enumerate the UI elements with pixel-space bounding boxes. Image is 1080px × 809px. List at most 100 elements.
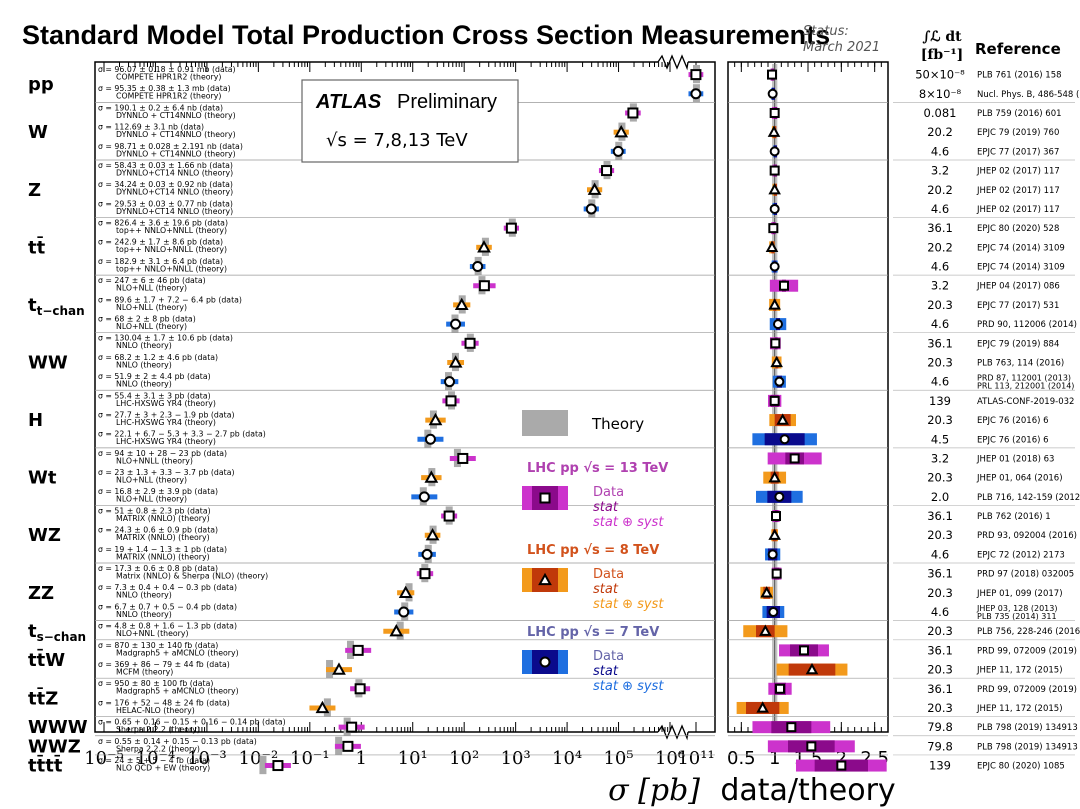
legend-theory-swatch — [522, 410, 568, 436]
measurement-row: σ = 870 ± 130 ± 140 fb (data)Madgraph5 +… — [98, 640, 1077, 659]
process-label-main: Wt — [28, 468, 57, 489]
sigma-data-label: σ = 68.2 ± 1.2 ± 4.6 pb (data) — [98, 353, 218, 362]
reference-text: EPJC 79 (2019) 884 — [977, 339, 1059, 349]
sigma-theory-label: MCFM (theory) — [116, 667, 173, 676]
marker-triangle-8tev — [477, 240, 491, 253]
luminosity-value: 0.081 — [924, 106, 957, 120]
sigma-theory-label: NLO QCD + EW (theory) — [116, 763, 210, 772]
marker-triangle-8tev — [448, 355, 463, 368]
marker-circle-7tev — [769, 203, 780, 214]
marker-square-13tev — [505, 222, 517, 234]
process-label-sub: t−chan — [37, 304, 85, 318]
sigma-theory-label: DYNNLO + CT14NNLO (theory) — [116, 130, 236, 139]
marker-triangle-8tev — [424, 470, 439, 483]
marker-triangle-8tev — [389, 623, 404, 637]
sigma-data-label: σ = 950 ± 80 ± 100 fb (data) — [98, 679, 213, 688]
sigma-theory-label: LHC-HXSWG YR4 (theory) — [116, 437, 216, 446]
reference-text: PRD 97 (2018) 032005 — [977, 570, 1074, 580]
marker-square-13tev — [799, 645, 809, 656]
marker-triangle-8tev — [768, 528, 781, 540]
luminosity-header-unit: [fb⁻¹] — [920, 47, 964, 63]
measurement-row: σ = 6.7 ± 0.7 + 0.5 − 0.4 pb (data)NNLO … — [98, 602, 1057, 621]
sigma-data-label: σ = 247 ± 6 ± 46 pb (data) — [98, 276, 206, 285]
marker-circle-7tev — [421, 548, 433, 560]
measurement-row: σ = 94 ± 10 + 28 − 23 pb (data)NLO+NNLL … — [98, 448, 1054, 468]
marker-square-13tev — [342, 740, 354, 752]
marker-triangle-8tev — [538, 572, 552, 586]
preliminary-text: Preliminary — [397, 91, 497, 113]
x-tick-label: 10⁻³ — [187, 748, 227, 769]
reference-text: JHEP 01, 064 (2016) — [976, 474, 1063, 484]
reference-text: ATLAS-CONF-2019-032 — [977, 397, 1074, 407]
reference-text: PRD 90, 112006 (2014) — [977, 320, 1077, 330]
marker-square-13tev — [771, 511, 781, 522]
process-label-sub: s−chan — [37, 630, 87, 644]
reference-text: JHEP 03, 128 (2013) — [976, 604, 1057, 613]
sigma-theory-label: NNLO (theory) — [116, 591, 172, 600]
luminosity-value: 4.5 — [931, 432, 949, 446]
marker-square-13tev — [354, 683, 366, 695]
marker-triangle-8tev — [315, 700, 330, 714]
ratio-tick-label: 2 — [836, 748, 847, 769]
luminosity-header: ∫ℒ dt [fb⁻¹] — [918, 28, 966, 64]
sigma-theory-label: Madgraph5 + aMCNLO (theory) — [116, 687, 239, 696]
sigma-data-label: σ = 7.3 ± 0.4 + 0.4 − 0.3 pb (data) — [98, 583, 237, 592]
marker-triangle-8tev — [454, 297, 469, 311]
sigma-data-label: σ = 89.6 ± 1.7 + 7.2 − 6.4 pb (data) — [98, 295, 242, 304]
ratio-tick-label: 0.5 — [727, 748, 756, 769]
reference-text: PLB 716, 142-159 (2012) — [977, 493, 1080, 503]
measurement-row: σ = 826.4 ± 3.6 ± 19.6 pb (data)top++ NN… — [98, 218, 1059, 237]
marker-triangle-8tev — [767, 125, 781, 137]
marker-square-13tev — [445, 395, 457, 407]
process-label: WZ — [28, 525, 61, 546]
measurement-row: σ = 51 ± 0.8 ± 2.3 pb (data)MATRIX (NNLO… — [98, 506, 1051, 525]
sigma-data-label: σ = 95.35 ± 0.38 ± 1.3 mb (data) — [98, 84, 231, 93]
sigma-theory-label: MATRIX (NNLO) (theory) — [116, 514, 210, 523]
marker-circle-7tev — [444, 376, 456, 388]
measurement-row: σ = 247 ± 6 ± 46 pb (data)NLO+NLL (theor… — [98, 276, 1060, 295]
reference-text: EPJC 76 (2016) 6 — [977, 435, 1049, 445]
sigma-data-label: σ = 24 ± 5 + 5 − 4 fb (data) — [98, 756, 210, 765]
luminosity-value: 8×10⁻⁸ — [919, 87, 962, 101]
marker-circle-7tev — [779, 434, 790, 445]
sigma-data-label: σ = 94 ± 10 + 28 − 23 pb (data) — [98, 449, 227, 458]
marker-circle-7tev — [585, 203, 597, 215]
marker-circle-7tev — [690, 88, 702, 100]
reference-text: JHEP 01, 099 (2017) — [976, 589, 1063, 599]
sigma-theory-label: MATRIX (NNLO) (theory) — [116, 552, 210, 561]
legend-data-label: Data — [593, 649, 624, 664]
sigma-theory-label: NNLO (theory) — [116, 360, 172, 369]
marker-triangle-8tev — [614, 124, 629, 138]
process-label: tt̄W — [28, 649, 65, 671]
legend-data-label: Data — [593, 485, 624, 500]
reference-text: PRD 87, 112001 (2013) — [977, 374, 1071, 383]
legend-statsyst-label: stat ⊕ syst — [593, 679, 664, 694]
process-label: tt̄Z — [28, 687, 58, 709]
sigma-data-label: σ = 98.71 ± 0.028 ± 2.191 nb (data) — [98, 142, 243, 151]
marker-square-13tev — [443, 510, 455, 522]
x-tick-label: 10⁶ — [655, 748, 685, 769]
reference-text: EPJC 80 (2020) 1085 — [977, 762, 1065, 772]
process-label-main: Z — [28, 180, 41, 201]
x-tick-label: 10⁻⁵ — [84, 748, 124, 769]
luminosity-value: 79.8 — [927, 720, 953, 734]
legend-energy-title: LHC pp √s = 8 TeV — [527, 543, 659, 558]
reference-text: EPJC 72 (2012) 2173 — [977, 550, 1065, 560]
measurement-row: σ = 16.8 ± 2.9 ± 3.9 pb (data)NLO+NLL (t… — [98, 487, 1080, 506]
marker-square-13tev — [836, 760, 847, 771]
reference-text: EPJC 77 (2017) 367 — [977, 147, 1059, 157]
luminosity-value: 36.1 — [927, 567, 953, 581]
reference-text: PLB 798 (2019) 134913 — [977, 723, 1078, 733]
x-tick-label: 10³ — [501, 748, 531, 769]
legend-stat-label: stat — [593, 500, 619, 515]
luminosity-value: 20.2 — [927, 125, 953, 139]
x-tick-label: 10¹ — [398, 748, 428, 769]
sigma-data-label: σ = 19 + 1.4 − 1.3 ± 1 pb (data) — [98, 545, 227, 554]
legend-theory-label: Theory — [591, 415, 644, 433]
measurement-row: σ = 51.9 ± 2 ± 4.4 pb (data)NNLO (theory… — [98, 372, 1074, 391]
measurement-row: σ = 68.2 ± 1.2 ± 4.6 pb (data)NNLO (theo… — [98, 352, 1064, 372]
sigma-data-label: σ = 22.1 + 6.7 − 5.3 + 3.3 − 2.7 pb (dat… — [98, 430, 266, 439]
reference-text: PLB 756, 228-246 (2016) — [977, 627, 1080, 637]
sigma-data-label: σ = 826.4 ± 3.6 ± 19.6 pb (data) — [98, 219, 228, 228]
sigma-data-label: σ = 242.9 ± 1.7 ± 8.6 pb (data) — [98, 238, 223, 247]
